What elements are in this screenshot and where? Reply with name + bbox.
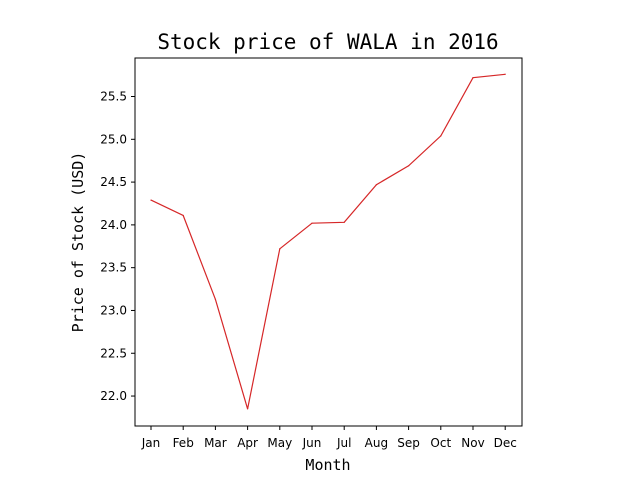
data-point <box>150 199 152 201</box>
x-tick-label: Jun <box>302 436 322 450</box>
plot-area: Jan Feb Mar Apr May Jun Jul Aug Sep Oct Nov Dec 22.0… <box>100 57 523 450</box>
y-axis-label: Price of Stock (USD) <box>69 152 87 333</box>
x-tick-label: May <box>267 436 292 450</box>
data-point <box>247 408 249 410</box>
x-tick-label: Sep <box>397 436 420 450</box>
data-point <box>343 221 345 223</box>
x-axis-label: Month <box>305 456 350 474</box>
x-tick-label: Feb <box>173 436 194 450</box>
data-point <box>311 222 313 224</box>
data-point <box>408 165 410 167</box>
x-tick-label: Aug <box>365 436 388 450</box>
x-tick-label: Apr <box>237 436 258 450</box>
data-point <box>279 248 281 250</box>
x-tick-label: Jul <box>336 436 351 450</box>
y-tick-label: 22.5 <box>100 346 127 360</box>
y-tick-label: 25.5 <box>100 90 127 104</box>
y-tick-label: 23.5 <box>100 261 127 275</box>
x-tick-label: Jan <box>141 436 161 450</box>
chart-title: Stock price of WALA in 2016 <box>157 30 498 54</box>
y-tick-label: 23.0 <box>100 303 127 317</box>
data-point <box>472 77 474 79</box>
x-tick-label: Oct <box>430 436 451 450</box>
data-point <box>375 184 377 186</box>
y-tick-label: 24.0 <box>100 218 127 232</box>
x-tick-label: Nov <box>461 436 484 450</box>
y-tick-label: 25.0 <box>100 132 127 146</box>
data-point <box>214 298 216 300</box>
plot-frame <box>134 57 523 427</box>
series-line <box>150 73 506 410</box>
x-tick-label: Mar <box>204 436 227 450</box>
y-tick-label: 22.0 <box>100 389 127 403</box>
data-point <box>504 73 506 75</box>
data-point <box>440 135 442 137</box>
x-tick-label: Dec <box>494 436 517 450</box>
y-tick-label: 24.5 <box>100 175 127 189</box>
data-point <box>182 214 184 217</box>
